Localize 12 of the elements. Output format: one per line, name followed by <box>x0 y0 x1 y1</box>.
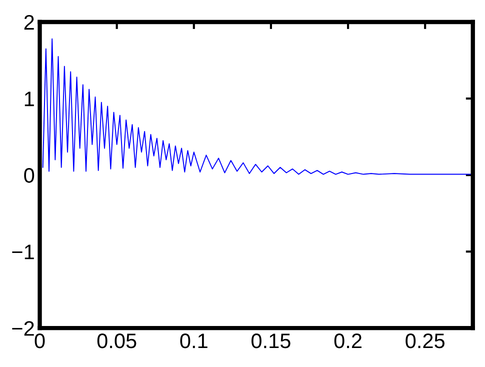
y-tick-label: −2 <box>12 321 34 336</box>
y-tick-label: 1 <box>24 92 34 106</box>
x-tick-label: 0.25 <box>406 334 444 348</box>
x-tick-label: 0 <box>34 334 45 348</box>
y-tick-label: −1 <box>12 244 34 260</box>
y-tick-label: 0 <box>24 168 34 183</box>
x-tick-label: 0.2 <box>334 334 362 348</box>
x-tick-label: 0.05 <box>97 334 136 348</box>
x-tick-label: 0.1 <box>180 334 208 348</box>
y-tick-label: 2 <box>24 15 34 30</box>
line-series <box>42 38 472 175</box>
x-tick-label: 0.15 <box>252 334 290 348</box>
